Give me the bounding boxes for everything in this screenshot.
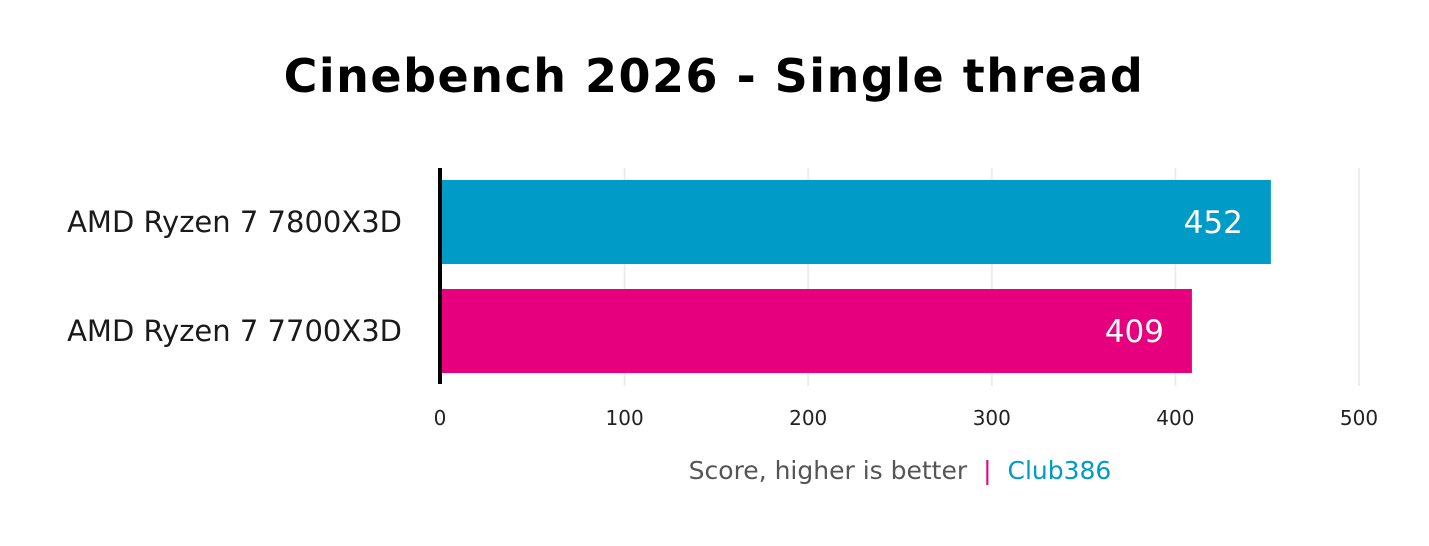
x-tick-label: 300 bbox=[973, 406, 1011, 430]
category-labels: AMD Ryzen 7 7800X3D AMD Ryzen 7 7700X3D bbox=[67, 205, 402, 348]
chart-title: Cinebench 2026 - Single thread bbox=[284, 49, 1145, 103]
caption-text: Score, higher is better bbox=[689, 456, 968, 485]
x-tick-label: 200 bbox=[789, 406, 827, 430]
caption-separator: | bbox=[983, 456, 991, 485]
caption-brand: Club386 bbox=[1007, 456, 1111, 485]
x-tick-label: 400 bbox=[1156, 406, 1194, 430]
bar-value-label: 409 bbox=[1105, 314, 1164, 350]
x-tick-label: 100 bbox=[606, 406, 644, 430]
caption: Score, higher is better | Club386 bbox=[689, 456, 1112, 485]
bars: 452 409 bbox=[441, 180, 1271, 373]
bar bbox=[441, 180, 1271, 264]
x-tick-label: 500 bbox=[1340, 406, 1378, 430]
x-tick-label: 0 bbox=[434, 406, 447, 430]
x-axis-ticks: 0 100 200 300 400 500 bbox=[434, 406, 1378, 430]
category-label: AMD Ryzen 7 7700X3D bbox=[67, 314, 402, 348]
bar bbox=[441, 289, 1192, 373]
bar-value-label: 452 bbox=[1184, 205, 1243, 241]
category-label: AMD Ryzen 7 7800X3D bbox=[67, 205, 402, 239]
